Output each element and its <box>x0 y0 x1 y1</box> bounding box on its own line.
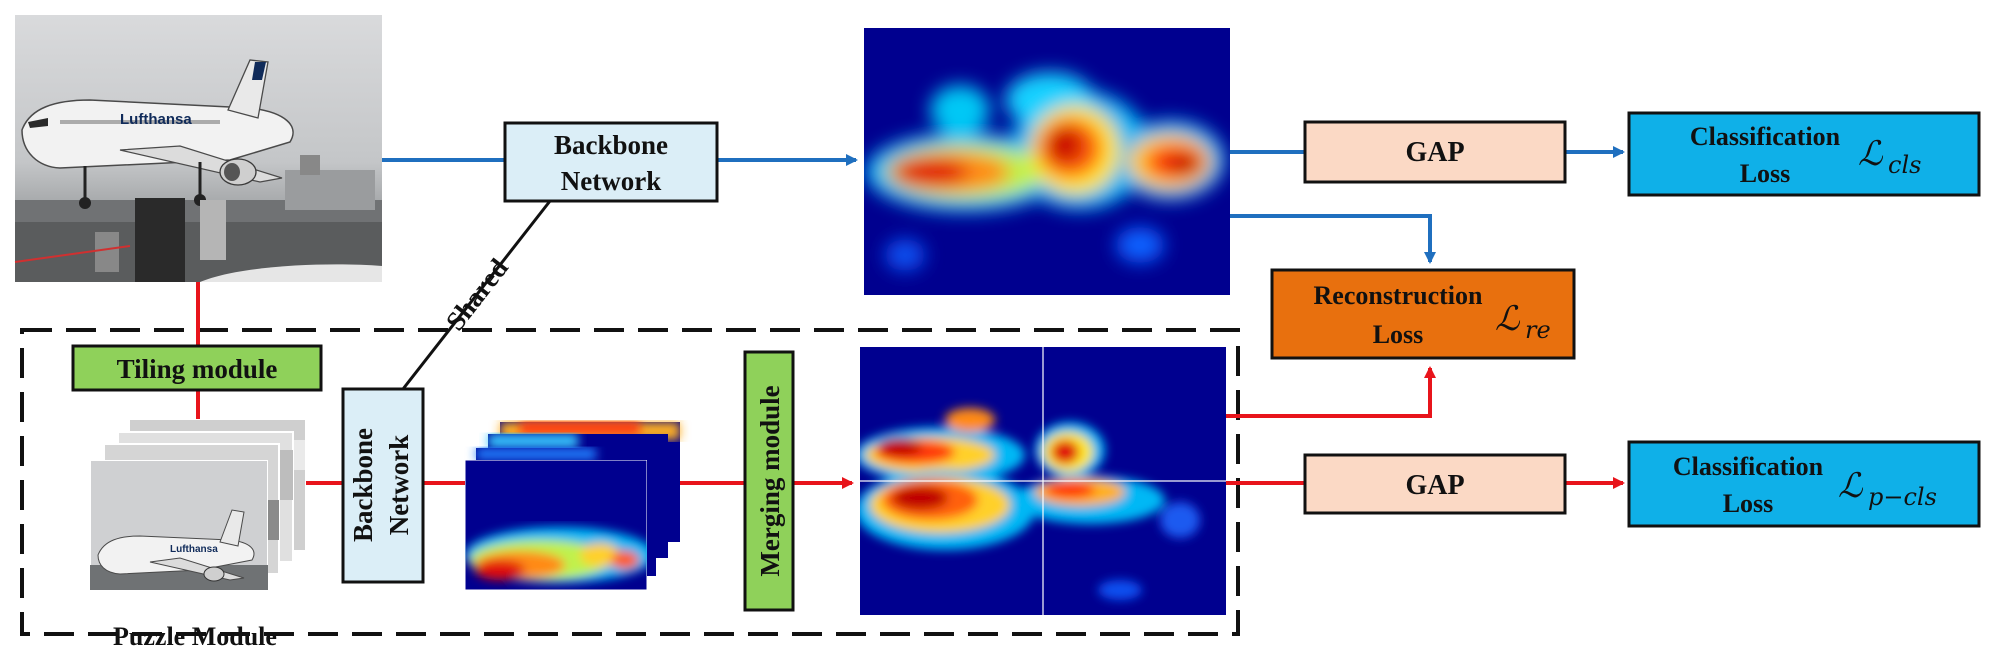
reconstruction-symbol: ℒ <box>1495 299 1521 339</box>
cam-heatmap-full <box>864 28 1230 295</box>
puzzle-module-label: Puzzle Module <box>113 622 277 650</box>
backbone-top-line2: Network <box>561 166 661 196</box>
cls-loss-bottom-subscript: p−cls <box>1868 483 1937 511</box>
arrow-cam-to-reconstruction <box>1230 214 1436 264</box>
classification-loss-puzzle: Classification Loss ℒ p−cls <box>1627 440 1981 528</box>
input-image-airplane: Lufthansa <box>14 15 382 282</box>
classification-loss-top: Classification Loss ℒ cls <box>1627 111 1981 197</box>
backbone-top-line1: Backbone <box>554 130 668 160</box>
arrow-puzzle-cam-to-reconstruction <box>1226 366 1436 418</box>
reconstruction-loss: Reconstruction Loss ℒ re <box>1270 268 1576 360</box>
cls-loss-top-line1: Classification <box>1690 122 1841 151</box>
backbone-bottom-line1: Backbone <box>348 428 378 542</box>
tiled-image-stack: Lufthansa <box>90 419 306 590</box>
gap-bottom: GAP <box>1303 453 1567 515</box>
shared-label: Shared <box>440 253 514 336</box>
merging-module: Merging module <box>743 350 795 612</box>
tile-cam-stack <box>465 422 680 590</box>
cls-loss-top-symbol: ℒ <box>1858 134 1884 174</box>
cls-loss-bottom-symbol: ℒ <box>1838 466 1864 506</box>
reconstruction-line2: Loss <box>1373 320 1424 349</box>
svg-text:Lufthansa: Lufthansa <box>170 544 218 555</box>
airline-logo-text: Lufthansa <box>120 111 192 128</box>
backbone-network-top: Backbone Network <box>503 121 719 203</box>
tiling-module: Tiling module <box>71 344 323 392</box>
cls-loss-bottom-line2: Loss <box>1723 489 1774 518</box>
shared-weight-link <box>401 200 552 390</box>
reconstruction-subscript: re <box>1525 316 1551 344</box>
gap-top: GAP <box>1303 120 1567 184</box>
cls-loss-bottom-line1: Classification <box>1673 452 1824 481</box>
cam-heatmap-merged <box>860 347 1226 615</box>
tiling-module-label: Tiling module <box>117 354 278 384</box>
gap-top-label: GAP <box>1405 137 1464 168</box>
reconstruction-line1: Reconstruction <box>1314 281 1484 310</box>
cls-loss-top-subscript: cls <box>1888 151 1921 179</box>
gap-bottom-label: GAP <box>1405 470 1464 501</box>
backbone-network-bottom: Backbone Network <box>341 387 425 584</box>
merging-module-label: Merging module <box>755 385 785 576</box>
backbone-bottom-line2: Network <box>384 435 414 535</box>
cls-loss-top-line2: Loss <box>1740 159 1791 188</box>
